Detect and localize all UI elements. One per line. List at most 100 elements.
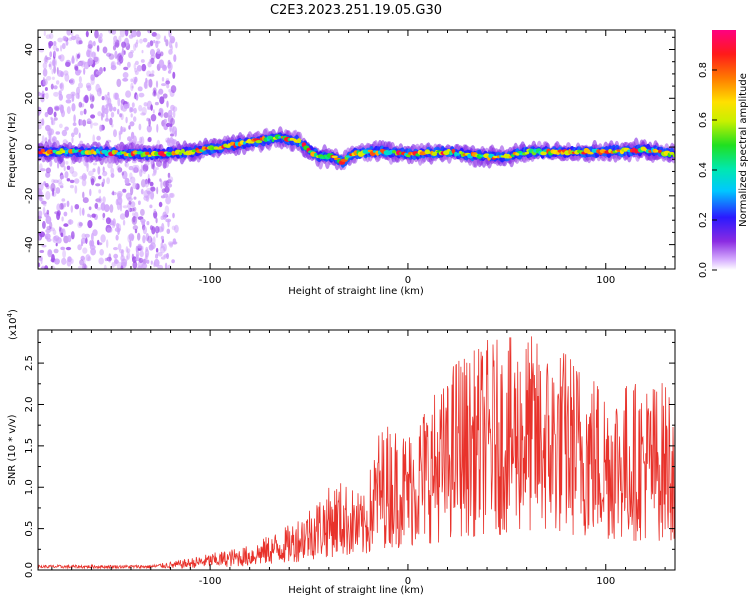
- heatmap-speckle: [80, 255, 85, 261]
- heatmap-speckle: [157, 252, 163, 257]
- heatmap-core: [669, 151, 675, 155]
- heatmap-speckle: [130, 50, 135, 54]
- heatmap-speckle: [48, 40, 54, 47]
- heatmap-speckle: [114, 257, 118, 267]
- snr-xtick-label: -100: [199, 576, 222, 587]
- heatmap-speckle: [57, 37, 63, 43]
- heatmap-speckle: [65, 161, 69, 165]
- heatmap-speckle: [87, 57, 94, 66]
- heatmap-speckle: [86, 118, 92, 124]
- heatmap-speckle: [43, 202, 47, 207]
- heatmap-speckle: [163, 118, 168, 124]
- heatmap-speckle: [95, 83, 101, 93]
- heatmap-speckle: [90, 103, 94, 109]
- heatmap-speckle: [71, 103, 76, 112]
- heatmap-speckle: [52, 179, 59, 184]
- heatmap-speckle: [160, 195, 166, 199]
- heatmap-speckle: [89, 93, 92, 101]
- heatmap-speckle: [91, 95, 95, 102]
- heatmap-speckle: [57, 179, 63, 185]
- heatmap-speckle: [59, 83, 63, 89]
- heatmap-speckle: [106, 227, 112, 233]
- heatmap-speckle: [164, 205, 170, 215]
- heatmap-speckle: [121, 171, 125, 176]
- heatmap-speckle: [106, 177, 110, 185]
- heatmap-speckle: [153, 169, 157, 176]
- heatmap-speckle: [117, 97, 121, 107]
- heatmap-speckle: [127, 234, 132, 243]
- heatmap-core: [634, 148, 638, 154]
- heatmap-speckle: [173, 54, 177, 62]
- heatmap-speckle: [100, 112, 104, 121]
- heatmap-speckle: [85, 237, 88, 244]
- heatmap-speckle: [45, 171, 51, 178]
- heatmap-speckle: [147, 42, 151, 48]
- heatmap-speckle: [74, 204, 80, 210]
- heatmap-speckle: [116, 61, 121, 65]
- heatmap-speckle: [142, 169, 147, 175]
- heatmap-speckle: [38, 182, 44, 191]
- heatmap-speckle: [53, 65, 56, 74]
- heatmap-speckle: [112, 218, 116, 227]
- heatmap-speckle: [86, 49, 91, 58]
- heatmap-speckle: [56, 47, 59, 52]
- heatmap-speckle: [117, 108, 120, 115]
- heatmap-speckle: [132, 216, 136, 223]
- heatmap-speckle: [66, 93, 72, 100]
- heatmap-speckle: [157, 264, 164, 269]
- heatmap-speckle: [84, 94, 89, 104]
- heatmap-speckle: [102, 46, 108, 54]
- heatmap-speckle: [71, 56, 75, 64]
- heatmap-speckle: [38, 124, 42, 130]
- heatmap-speckle: [119, 30, 125, 38]
- heatmap-speckle: [102, 170, 108, 177]
- snr-ytick-label: 1.0: [24, 479, 35, 495]
- heatmap-speckle: [139, 169, 143, 177]
- heatmap-speckle: [92, 229, 98, 237]
- heatmap-speckle: [165, 218, 172, 223]
- heatmap-speckle: [168, 40, 173, 49]
- snr-ylabel: SNR (10 * v/v): [7, 414, 18, 485]
- heatmap-speckle: [103, 67, 106, 72]
- heatmap-speckle: [112, 190, 115, 196]
- heatmap-speckle: [161, 83, 167, 87]
- heatmap-core: [331, 155, 338, 159]
- colorbar-tick-label: 0.8: [698, 62, 709, 78]
- heatmap-speckle: [118, 56, 123, 62]
- heatmap-speckle: [76, 53, 80, 59]
- heatmap-speckle: [51, 254, 55, 263]
- heatmap-speckle: [130, 30, 137, 38]
- heatmap-speckle: [128, 165, 134, 171]
- heatmap-speckle: [61, 257, 67, 265]
- heatmap-speckle: [95, 56, 100, 64]
- spectrogram-xlabel: Height of straight line (km): [288, 286, 424, 297]
- heatmap-speckle: [151, 226, 156, 235]
- spectrogram-ytick-label: 40: [24, 43, 35, 56]
- heatmap-speckle: [123, 128, 126, 132]
- heatmap-speckle: [88, 170, 94, 177]
- heatmap-speckle: [55, 242, 58, 247]
- heatmap-speckle: [73, 114, 76, 123]
- heatmap-speckle: [78, 222, 83, 227]
- heatmap-speckle: [49, 51, 53, 58]
- heatmap-speckle: [112, 106, 117, 112]
- heatmap-speckle: [41, 118, 45, 126]
- heatmap-speckle: [112, 45, 117, 51]
- heatmap-speckle: [44, 265, 49, 269]
- figure-title: C2E3.2023.251.19.05.G30: [270, 3, 442, 18]
- heatmap-speckle: [128, 200, 132, 205]
- heatmap-speckle: [44, 183, 49, 188]
- heatmap-speckle: [38, 210, 43, 217]
- heatmap-speckle: [151, 32, 157, 37]
- heatmap-speckle: [74, 34, 80, 39]
- snr-ytick-label: 0.5: [24, 521, 35, 537]
- heatmap-speckle: [53, 50, 57, 57]
- heatmap-speckle: [141, 49, 144, 54]
- heatmap-speckle: [138, 104, 143, 112]
- heatmap-core: [588, 151, 594, 155]
- heatmap-speckle: [172, 71, 176, 79]
- heatmap-speckle: [129, 239, 132, 248]
- heatmap-speckle: [51, 69, 54, 75]
- heatmap-speckle: [110, 111, 115, 118]
- heatmap-speckle: [96, 135, 101, 141]
